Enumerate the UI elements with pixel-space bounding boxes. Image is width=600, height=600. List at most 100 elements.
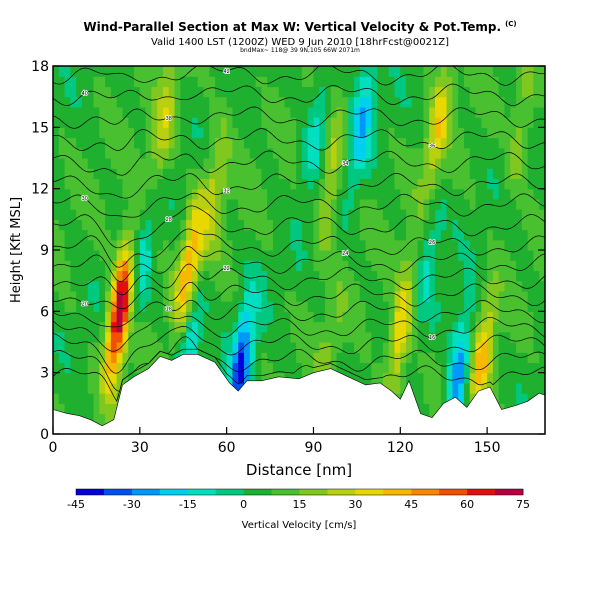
field-cell [255, 137, 262, 149]
field-cell [435, 86, 442, 98]
field-cell [463, 76, 471, 88]
field-cell [492, 219, 500, 231]
field-cell [336, 96, 344, 108]
field-cell [371, 188, 378, 200]
field-cell [446, 106, 453, 118]
field-cell [463, 362, 471, 374]
field-cell [377, 209, 384, 220]
field-cell [122, 270, 129, 282]
field-cell [220, 188, 228, 200]
field-cell [411, 362, 419, 374]
field-cell [157, 270, 164, 282]
field-cell [267, 158, 274, 169]
field-cell [313, 280, 320, 292]
field-cell [388, 209, 396, 220]
field-cell [151, 168, 158, 180]
field-cell [359, 188, 367, 200]
field-cell [417, 301, 425, 312]
field-cell [162, 96, 170, 108]
field-cell [249, 147, 257, 159]
field-cell [423, 127, 430, 139]
field-cell [521, 209, 529, 220]
field-cell [139, 250, 147, 261]
field-cell [452, 290, 459, 302]
field-cell [446, 117, 453, 128]
field-cell [255, 301, 262, 312]
field-cell [191, 117, 199, 128]
field-cell [429, 147, 436, 159]
field-cell [238, 158, 245, 169]
field-cell [510, 239, 517, 251]
field-cell [284, 168, 291, 180]
field-cell [469, 362, 477, 374]
field-cell [209, 168, 216, 180]
field-cell [394, 127, 401, 139]
field-cell [319, 168, 326, 180]
field-cell [417, 209, 425, 220]
field-cell [539, 158, 545, 169]
field-cell [539, 229, 545, 241]
field-cell [435, 260, 442, 272]
field-cell [93, 362, 100, 374]
field-cell [105, 96, 112, 108]
field-cell [64, 127, 71, 139]
field-cell [244, 147, 251, 159]
field-cell [452, 362, 459, 374]
field-cell [481, 239, 488, 251]
field-cell [498, 403, 506, 415]
field-cell [162, 229, 170, 241]
field-cell [255, 86, 262, 98]
field-cell [151, 290, 158, 302]
field-cell [411, 188, 419, 200]
field-cell [87, 280, 95, 292]
field-cell [261, 331, 268, 343]
field-cell [157, 76, 164, 88]
field-cell [81, 301, 89, 312]
field-cell [429, 209, 436, 220]
field-cell [226, 239, 234, 251]
field-cell [469, 331, 477, 343]
field-cell [388, 219, 396, 231]
field-cell [58, 117, 66, 128]
field-cell [232, 178, 239, 190]
field-cell [128, 178, 135, 190]
field-cell [290, 188, 297, 200]
field-cell [498, 219, 506, 231]
field-cell [105, 168, 112, 180]
field-cell [446, 219, 453, 231]
field-cell [64, 158, 71, 169]
field-cell [272, 290, 280, 302]
field-cell [128, 158, 135, 169]
field-cell [487, 66, 494, 77]
field-cell [492, 147, 500, 159]
field-cell [116, 342, 124, 353]
field-cell [330, 321, 338, 333]
field-cell [400, 96, 407, 108]
field-cell [128, 137, 135, 149]
field-cell [377, 311, 384, 323]
field-cell [313, 76, 320, 88]
field-cell [76, 219, 83, 231]
field-cell [174, 137, 181, 149]
field-cell [99, 106, 106, 118]
field-cell [139, 96, 147, 108]
field-cell [99, 321, 106, 333]
field-cell [510, 229, 517, 241]
theta-contour [53, 106, 545, 129]
field-cell [93, 403, 100, 415]
field-cell [353, 229, 361, 241]
field-cell [99, 413, 106, 425]
field-cell [417, 86, 425, 98]
field-cell [81, 229, 89, 241]
field-cell [110, 362, 118, 374]
colorbar-swatch [215, 489, 245, 495]
field-cell [168, 198, 176, 210]
field-cell [348, 66, 355, 77]
field-cell [191, 321, 199, 333]
field-cell [81, 76, 89, 88]
field-cell [521, 372, 529, 384]
field-cell [533, 168, 540, 180]
field-cell [81, 290, 89, 302]
field-cell [475, 290, 482, 302]
field-cell [81, 137, 89, 149]
